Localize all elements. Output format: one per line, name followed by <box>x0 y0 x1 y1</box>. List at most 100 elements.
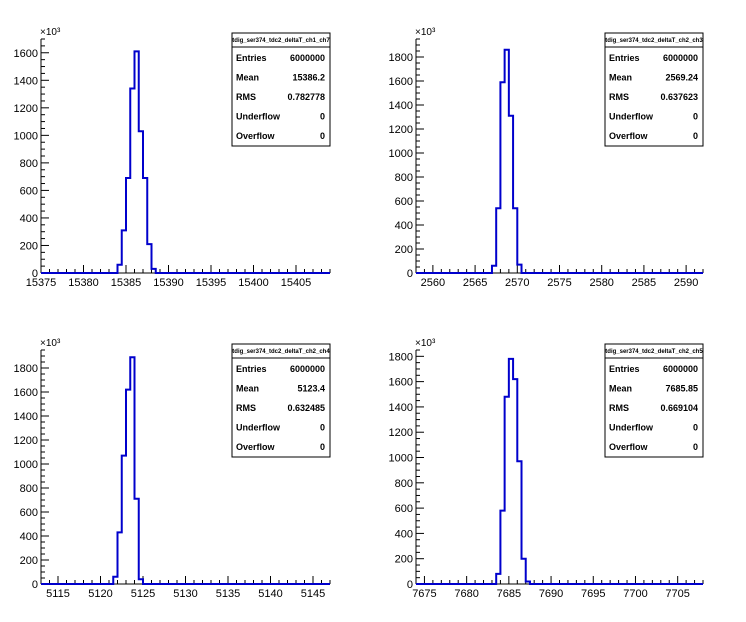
histogram-bin <box>513 379 517 584</box>
stats-value-mean: 15386.2 <box>292 73 325 83</box>
histogram-bin <box>126 178 130 273</box>
histogram-bin <box>130 89 134 273</box>
y-tick-label: 800 <box>20 158 38 170</box>
histogram-bin <box>526 581 530 584</box>
histogram-bin <box>496 208 500 273</box>
stats-box-title: tdig_ser374_tdc2_deltaT_ch2_ch3 <box>605 38 703 44</box>
histogram-bin <box>500 511 504 584</box>
stats-box: tdig_ser374_tdc2_deltaT_ch2_ch3 Entries 60… <box>604 32 704 147</box>
y-tick-label: 1800 <box>14 363 38 375</box>
histogram-series-line <box>416 357 703 585</box>
x-tick-label: 5115 <box>46 588 70 600</box>
stats-key-mean: Mean <box>609 384 632 394</box>
histogram-bin <box>517 461 521 584</box>
stats-key-entries: Entries <box>236 53 267 63</box>
stats-value-mean: 7685.85 <box>665 384 698 394</box>
histogram-bin <box>505 397 509 584</box>
stats-key-overflow: Overflow <box>236 442 276 452</box>
x-tick-label: 15405 <box>281 277 312 289</box>
histogram-bin <box>522 559 526 584</box>
y-exponent-label: ×10³ <box>415 27 436 38</box>
x-tick-label: 5140 <box>258 588 282 600</box>
histogram-bin <box>496 574 500 584</box>
x-tick-label: 15380 <box>68 277 99 289</box>
stats-value-overflow: 0 <box>320 131 325 141</box>
y-tick-label: 200 <box>20 240 38 252</box>
x-tick-label: 7705 <box>665 588 689 600</box>
histogram-bin <box>122 456 126 584</box>
stats-value-underflow: 0 <box>693 112 698 122</box>
x-tick-label: 15385 <box>111 277 142 289</box>
stats-value-rms: 0.782778 <box>287 92 325 102</box>
y-tick-label: 0 <box>407 268 413 280</box>
histogram-bin <box>147 244 151 273</box>
y-tick-label: 800 <box>395 478 413 490</box>
y-tick-label: 200 <box>395 554 413 566</box>
y-tick-label: 0 <box>32 579 38 591</box>
y-tick-label: 400 <box>395 528 413 540</box>
histogram-pad-bottom-right: 7675 7680 7685 7690 7695 7700 7705 0 200 400 600 80… <box>389 338 704 600</box>
y-tick-label: 600 <box>20 507 38 519</box>
histogram-series-line <box>41 356 330 585</box>
histogram-bin <box>500 82 504 273</box>
x-tick-label: 2570 <box>505 277 529 289</box>
y-tick-label: 800 <box>395 172 413 184</box>
y-tick-label: 1200 <box>389 427 413 439</box>
x-tick-label: 15390 <box>153 277 184 289</box>
stats-value-mean: 2569.24 <box>665 73 698 83</box>
histogram-bin <box>513 208 517 273</box>
stats-value-underflow: 0 <box>320 112 325 122</box>
y-tick-label: 0 <box>32 268 38 280</box>
stats-key-mean: Mean <box>236 73 259 83</box>
histogram-series-line <box>41 50 330 274</box>
y-tick-label: 400 <box>20 531 38 543</box>
stats-box-frame <box>231 32 331 147</box>
histogram-bin <box>135 499 139 584</box>
stats-value-rms: 0.632485 <box>287 403 325 413</box>
stats-key-underflow: Underflow <box>236 423 281 433</box>
histogram-bin <box>509 359 513 584</box>
histogram-bin <box>152 269 156 273</box>
y-tick-label: 1000 <box>14 130 38 142</box>
histogram-bin <box>509 116 513 273</box>
y-tick-label: 600 <box>395 503 413 515</box>
y-tick-label: 400 <box>20 213 38 225</box>
y-tick-label: 1000 <box>14 459 38 471</box>
stats-box-title: tdig_ser374_tdc2_deltaT_ch1_ch7 <box>232 38 330 44</box>
stats-box-frame <box>604 343 704 458</box>
x-tick-label: 15400 <box>238 277 269 289</box>
y-tick-label: 1600 <box>389 377 413 389</box>
x-tick-label: 5135 <box>216 588 240 600</box>
y-tick-label: 400 <box>395 220 413 232</box>
stats-value-underflow: 0 <box>693 423 698 433</box>
stats-box: tdig_ser374_tdc2_deltaT_ch2_ch5 Entries 60… <box>604 343 704 458</box>
x-tick-label: 2580 <box>589 277 613 289</box>
stats-value-entries: 6000000 <box>663 53 698 63</box>
histogram-bin <box>113 577 117 584</box>
stats-value-entries: 6000000 <box>290 364 325 374</box>
histogram-bin <box>126 390 130 584</box>
stats-box-title: tdig_ser374_tdc2_deltaT_ch2_ch4 <box>232 349 330 355</box>
y-tick-label: 0 <box>407 579 413 591</box>
x-tick-label: 5120 <box>88 588 112 600</box>
y-exponent-label: ×10³ <box>415 338 436 349</box>
stats-key-entries: Entries <box>609 53 640 63</box>
y-tick-label: 1400 <box>14 411 38 423</box>
histogram-bin <box>143 178 147 273</box>
stats-box: tdig_ser374_tdc2_deltaT_ch1_ch7 Entries 60… <box>231 32 331 147</box>
y-tick-label: 1400 <box>389 100 413 112</box>
y-tick-label: 600 <box>20 185 38 197</box>
x-tick-label: 7675 <box>412 588 436 600</box>
x-tick-label: 7695 <box>581 588 605 600</box>
x-tick-label: 2560 <box>421 277 445 289</box>
stats-box: tdig_ser374_tdc2_deltaT_ch2_ch4 Entries 60… <box>231 343 331 458</box>
y-tick-label: 1000 <box>389 148 413 160</box>
stats-value-overflow: 0 <box>320 442 325 452</box>
y-tick-label: 200 <box>395 244 413 256</box>
y-tick-label: 1200 <box>14 103 38 115</box>
stats-value-rms: 0.669104 <box>660 403 698 413</box>
x-tick-label: 2565 <box>463 277 487 289</box>
y-tick-label: 600 <box>395 196 413 208</box>
stats-key-underflow: Underflow <box>236 112 281 122</box>
y-tick-label: 200 <box>20 555 38 567</box>
